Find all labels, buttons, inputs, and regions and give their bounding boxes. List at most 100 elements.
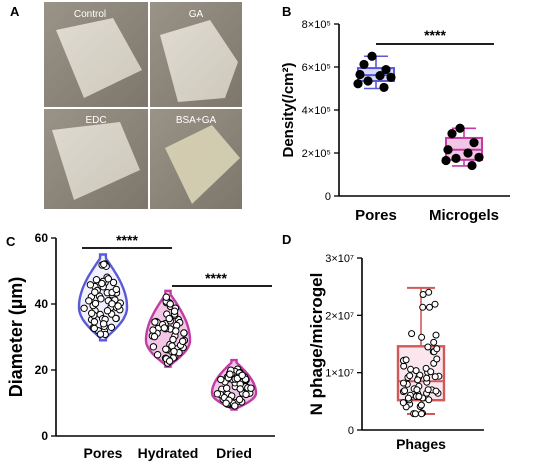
data-point — [386, 72, 396, 82]
data-point — [238, 371, 246, 379]
data-point — [418, 410, 425, 418]
data-point — [97, 295, 105, 303]
data-point — [98, 279, 106, 288]
data-point — [433, 355, 441, 363]
data-point — [413, 386, 421, 394]
y-tick-label: 3×10⁷ — [325, 253, 354, 265]
data-point — [231, 402, 239, 410]
data-point — [417, 401, 425, 409]
photo-label-edc: EDC — [85, 115, 106, 126]
data-point — [85, 297, 93, 305]
panel-d-letter: D — [282, 232, 291, 247]
data-point — [353, 79, 363, 89]
data-point — [425, 396, 433, 404]
data-point — [412, 367, 420, 375]
data-point — [411, 410, 419, 418]
y-tick-label: 0 — [348, 425, 354, 437]
y-tick-label: 0 — [41, 429, 48, 443]
y-tick-label: 4×10⁵ — [302, 105, 331, 117]
data-point — [367, 51, 377, 61]
category-label: Hydrated — [138, 445, 199, 461]
data-point — [91, 288, 99, 296]
y-tick-label: 2×10⁵ — [302, 148, 331, 160]
data-point — [425, 288, 433, 296]
data-point — [424, 386, 432, 394]
data-point — [217, 375, 225, 384]
y-axis-label: Diameter (µm) — [6, 277, 26, 397]
data-point — [430, 338, 438, 346]
data-point — [170, 347, 178, 356]
data-point — [447, 129, 457, 139]
data-point — [455, 123, 465, 133]
data-point — [401, 387, 409, 395]
data-point — [423, 374, 431, 382]
data-point — [172, 327, 180, 335]
photo-bsa-ga: BSA+GA — [150, 109, 242, 209]
chart-d: 0 1×10⁷ 2×10⁷ 3×10⁷ N phage/microgel Phages — [307, 253, 484, 452]
chart-b: 0 2×10⁵ 4×10⁵ 6×10⁵ 8×10⁵ Density(/cm²) Pores M… — [280, 19, 510, 224]
data-point — [424, 343, 432, 351]
data-point — [451, 153, 461, 163]
y-tick-label: 20 — [35, 363, 49, 377]
y-axis-label: N phage/microgel — [307, 273, 326, 416]
data-point — [432, 331, 440, 339]
data-point — [400, 379, 407, 387]
data-point — [399, 399, 407, 407]
data-point — [247, 384, 255, 392]
data-point — [149, 343, 158, 351]
data-point — [92, 276, 101, 284]
data-point — [474, 152, 484, 162]
data-point — [162, 293, 171, 301]
data-point — [180, 329, 188, 337]
data-point — [433, 345, 441, 353]
significance-label: **** — [205, 270, 227, 286]
data-point — [162, 345, 170, 353]
panel-b-letter: B — [282, 4, 291, 19]
data-point — [242, 390, 250, 399]
data-point — [432, 387, 440, 395]
y-tick-label: 1×10⁷ — [325, 368, 354, 380]
y-tick-label: 8×10⁵ — [302, 19, 331, 31]
data-point — [467, 160, 477, 171]
photo-control: Control — [44, 2, 148, 107]
data-point — [112, 314, 120, 323]
data-point — [179, 337, 187, 345]
photo-ga: GA — [150, 2, 242, 107]
data-point — [404, 394, 412, 402]
significance-label: **** — [424, 27, 446, 43]
data-point — [226, 370, 234, 378]
y-tick-label: 2×10⁷ — [325, 310, 354, 322]
data-point — [441, 155, 451, 166]
data-point — [223, 384, 231, 392]
data-point — [469, 138, 479, 148]
data-point — [431, 300, 439, 308]
data-point — [107, 323, 116, 331]
y-tick-label: 6×10⁵ — [302, 62, 331, 74]
data-point — [427, 368, 435, 376]
data-point — [379, 82, 389, 93]
category-label: Phages — [396, 436, 446, 452]
category-label: Pores — [84, 445, 123, 461]
data-point — [91, 299, 100, 308]
data-point — [359, 59, 369, 70]
data-point — [160, 324, 169, 332]
photo-label-ga: GA — [189, 9, 204, 20]
data-point — [213, 390, 222, 398]
data-point — [418, 333, 426, 341]
data-point — [170, 307, 179, 315]
data-point — [100, 260, 108, 268]
significance-label: **** — [116, 232, 138, 248]
data-point — [86, 281, 95, 289]
data-point — [151, 318, 159, 326]
y-tick-label: 40 — [35, 297, 49, 311]
data-point — [99, 320, 108, 328]
data-point — [381, 64, 391, 75]
data-point — [419, 303, 427, 311]
data-point — [80, 304, 88, 312]
data-point — [408, 330, 416, 338]
photo-edc: EDC — [44, 109, 148, 209]
photo-label-control: Control — [74, 9, 106, 20]
data-point — [355, 69, 365, 80]
data-point — [104, 275, 113, 283]
